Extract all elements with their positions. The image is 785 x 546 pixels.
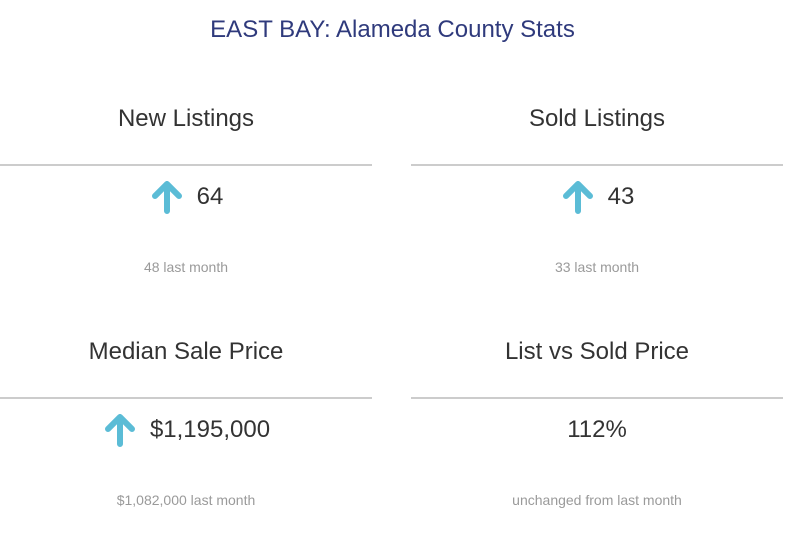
card-subtext: $1,082,000 last month	[116, 492, 256, 508]
stat-card-median-sale-price: Median Sale Price $1,195,000 $1,082,000 …	[0, 333, 372, 543]
card-value: 112%	[567, 416, 627, 443]
card-divider	[411, 164, 783, 166]
card-divider	[0, 164, 372, 166]
arrow-up-icon	[149, 179, 185, 215]
card-value: $1,195,000	[149, 416, 271, 443]
card-title: Sold Listings	[528, 105, 666, 132]
arrow-up-icon	[102, 412, 138, 448]
card-value-row: 112%	[411, 410, 783, 450]
card-divider	[0, 397, 372, 399]
card-title: Median Sale Price	[88, 338, 284, 365]
card-subtext: 33 last month	[554, 259, 640, 275]
stat-card-sold-listings: Sold Listings 43 33 last month	[411, 100, 783, 310]
card-title: List vs Sold Price	[504, 338, 690, 365]
card-value: 43	[607, 183, 635, 210]
card-value: 64	[196, 183, 224, 210]
card-value-row: 43	[411, 177, 783, 217]
card-value-row: 64	[0, 177, 372, 217]
card-subtext: 48 last month	[143, 259, 229, 275]
card-title: New Listings	[117, 105, 255, 132]
stat-card-new-listings: New Listings 64 48 last month	[0, 100, 372, 310]
card-subtext: unchanged from last month	[512, 492, 682, 508]
stat-card-list-vs-sold-price: List vs Sold Price 112% unchanged from l…	[411, 333, 783, 543]
card-value-row: $1,195,000	[0, 410, 372, 450]
arrow-up-icon	[560, 179, 596, 215]
page-title: EAST BAY: Alameda County Stats	[210, 16, 575, 43]
card-divider	[411, 397, 783, 399]
